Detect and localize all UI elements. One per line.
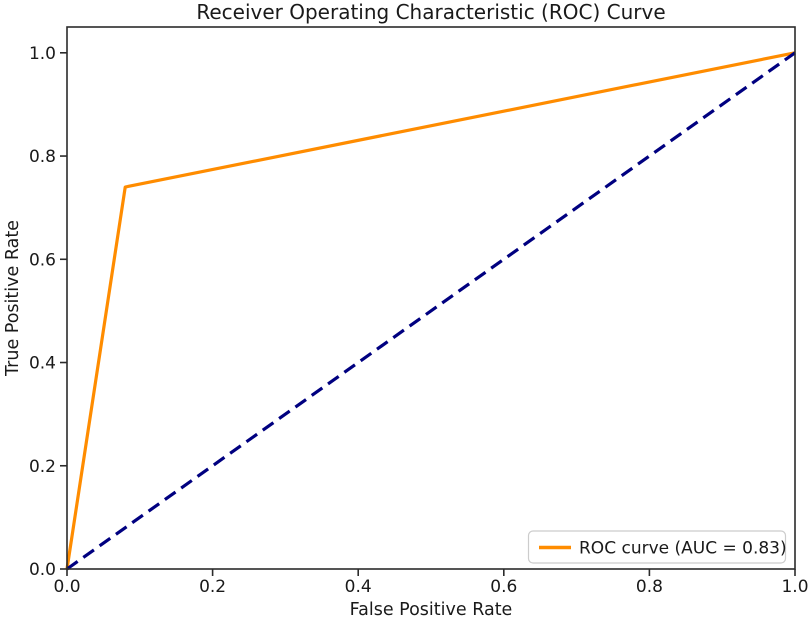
y-tick-label: 0.0 [29, 560, 56, 580]
y-tick-label: 0.2 [29, 457, 56, 477]
y-axis-label: True Positive Rate [3, 220, 23, 377]
x-tick-label: 0.0 [53, 577, 80, 597]
x-tick-label: 0.6 [490, 577, 517, 597]
series-roc-curve [65, 51, 796, 570]
chart-title: Receiver Operating Characteristic (ROC) … [196, 0, 665, 24]
x-tick-label: 1.0 [781, 577, 808, 597]
legend-box [527, 530, 787, 564]
y-tick-label: 1.0 [29, 44, 56, 64]
plot-border [66, 26, 796, 570]
x-tick-label: 0.2 [199, 577, 226, 597]
x-tick-label: 0.4 [345, 577, 372, 597]
y-tick-label: 0.6 [29, 250, 56, 270]
series-chance-diagonal [66, 51, 796, 571]
x-axis-label: False Positive Rate [350, 600, 513, 620]
x-tick-label: 0.8 [636, 577, 663, 597]
legend-label: ROC curve (AUC = 0.83) [579, 539, 787, 559]
y-tick-label: 0.8 [29, 147, 56, 167]
legend: ROC curve (AUC = 0.83) [527, 530, 787, 564]
plot-area: 0.0 0.2 0.4 0.6 0.8 1.0 0.0 0.2 0.4 0.6 0.8 1.0 [29, 26, 809, 597]
y-tick-label: 0.4 [29, 354, 56, 374]
